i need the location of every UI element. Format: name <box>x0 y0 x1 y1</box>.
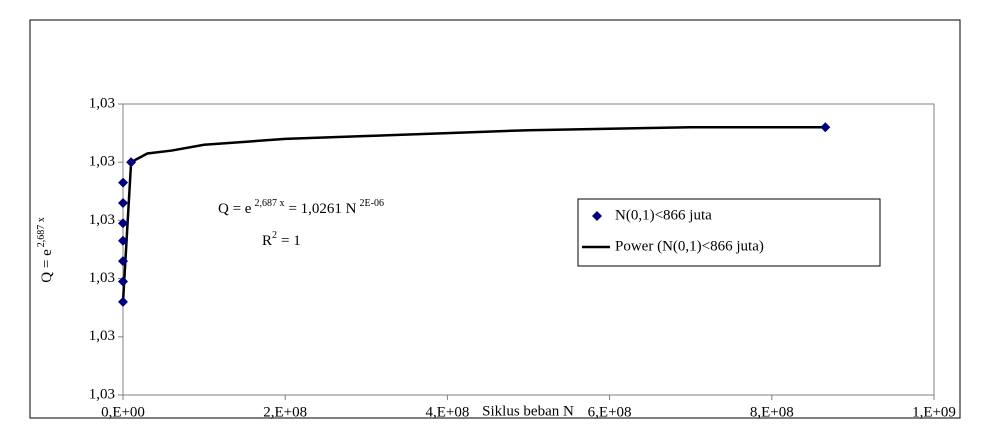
point <box>118 235 129 246</box>
y-label-base: Q = e <box>39 249 55 283</box>
legend-label: Power (N(0,1)<866 juta) <box>615 238 764 254</box>
point <box>118 296 129 307</box>
y-tick-label: 1,03 <box>89 328 115 344</box>
legend-box <box>577 198 881 267</box>
point <box>118 177 129 188</box>
x-tick-label: 4,E+08 <box>425 404 469 420</box>
r-squared: R2 = 1 <box>262 230 301 249</box>
eq-lhs-exp: 2,687 x <box>254 198 284 209</box>
equation: Q = e 2,687 x = 1,0261 N 2E-06 <box>218 198 384 217</box>
y-axis-label: Q = e 2,687 x <box>36 217 55 282</box>
r2-exp: 2 <box>272 230 277 241</box>
x-axis-label: Siklus beban N <box>482 403 574 419</box>
point <box>118 256 129 267</box>
y-tick-label: 1,03 <box>89 212 115 228</box>
trend-line <box>121 126 826 302</box>
x-tick-label: 8,E+08 <box>750 404 794 420</box>
x-tick-label: 6,E+08 <box>588 404 632 420</box>
eq-lhs: Q = e <box>218 201 252 217</box>
x-tick-label: 0,E+00 <box>101 404 145 420</box>
y-tick-label: 1,03 <box>89 95 115 111</box>
x-tick-label: 1,E+09 <box>912 404 956 420</box>
point <box>118 218 129 229</box>
y-tick-label: 1,03 <box>89 386 115 402</box>
y-label-exp: 2,687 x <box>36 217 47 247</box>
point <box>118 197 129 208</box>
r2-base: R <box>262 233 272 249</box>
legend-label: N(0,1)<866 juta <box>615 207 712 223</box>
legend-marker <box>592 211 602 221</box>
y-tick-label: 1,03 <box>89 270 115 286</box>
r2-rest: = 1 <box>281 233 301 249</box>
point <box>820 122 831 133</box>
point <box>118 276 129 287</box>
legend: N(0,1)<866 juta Power (N(0,1)<866 juta) <box>577 198 881 267</box>
y-tick-label: 1,03 <box>89 154 115 170</box>
x-tick-label: 2,E+08 <box>263 404 307 420</box>
point <box>126 157 137 168</box>
eq-rhs: = 1,0261 N <box>288 201 356 217</box>
eq-rhs-exp: 2E-06 <box>360 198 384 209</box>
